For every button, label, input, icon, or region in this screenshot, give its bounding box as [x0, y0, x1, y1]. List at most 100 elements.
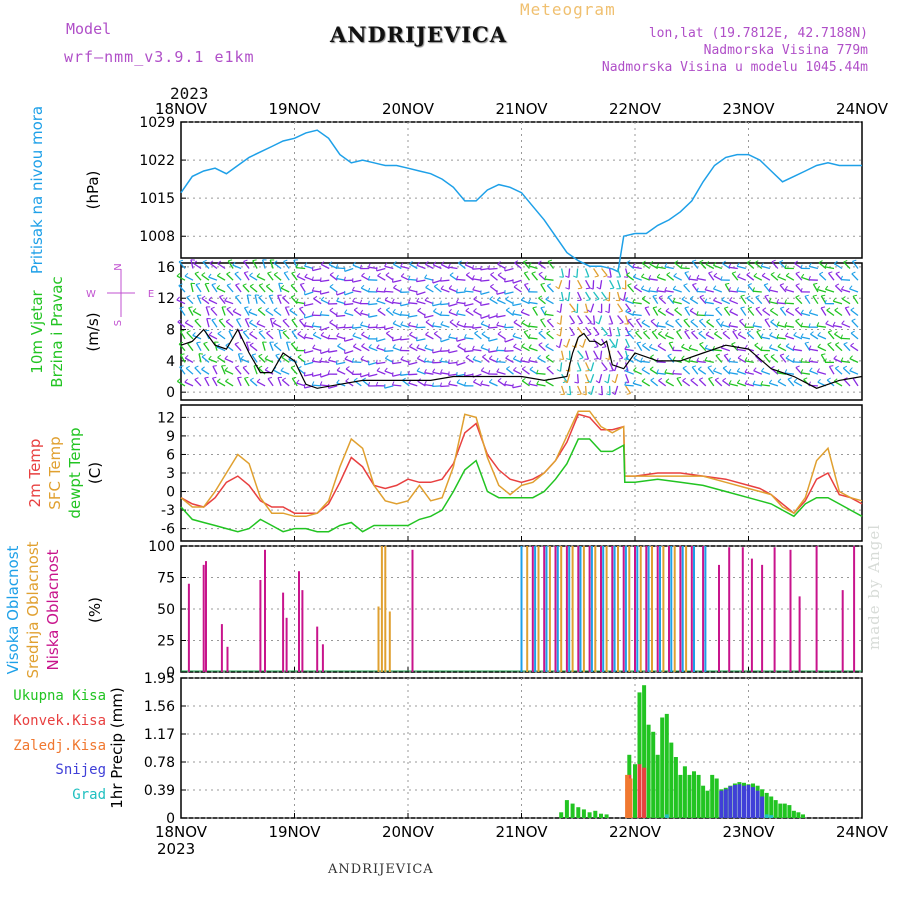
- wind-barb: [624, 373, 630, 383]
- wind-barb-feather: [375, 287, 379, 292]
- wind-barb-feather: [784, 285, 788, 290]
- wind-barb-feather: [691, 330, 696, 333]
- wind-barb-feather: [803, 377, 808, 380]
- wind-barb-feather: [409, 261, 413, 265]
- wind-barb-feather: [652, 306, 658, 309]
- total-precip-bar: [701, 785, 706, 818]
- wind-barb: [696, 360, 706, 364]
- wind-barb: [225, 380, 234, 387]
- frz-precip-bar: [628, 778, 633, 818]
- wind-barb: [288, 358, 298, 364]
- wind-barb-feather: [586, 299, 591, 301]
- wind-barb-feather: [769, 307, 774, 311]
- wind-barb: [472, 278, 482, 281]
- wind-barb: [385, 332, 394, 340]
- wind-barb: [840, 337, 851, 340]
- wind-barb: [344, 338, 354, 342]
- wind-barb-feather: [747, 306, 752, 309]
- y-tick-label: 50: [157, 602, 175, 618]
- wind-barb: [851, 273, 859, 281]
- wind-barb-feather: [777, 273, 781, 278]
- wind-barb: [737, 276, 747, 281]
- wind-barb: [384, 299, 394, 305]
- wind-title-2: Brzina i Pravac: [48, 276, 66, 387]
- wind-barb: [576, 374, 579, 384]
- wind-barb: [616, 279, 622, 290]
- wind-barb-feather: [219, 294, 224, 298]
- wind-barb-feather: [833, 260, 838, 265]
- wind-barb: [304, 350, 314, 354]
- wind-barb: [352, 326, 362, 329]
- wind-barb: [513, 358, 522, 363]
- wind-barb: [598, 374, 603, 384]
- wind-barb-feather: [464, 333, 467, 339]
- wind-barb-feather: [201, 295, 206, 299]
- wind-barb: [744, 360, 754, 364]
- wind-barb-feather: [211, 283, 216, 286]
- wind-barb: [393, 263, 402, 270]
- wind-barb-feather: [416, 261, 420, 266]
- wind-barb: [608, 268, 612, 278]
- wind-barb: [497, 333, 506, 340]
- wind-barb-feather: [433, 330, 438, 334]
- wind-barb: [440, 303, 450, 306]
- wind-barb-feather: [312, 344, 316, 349]
- wind-barb: [432, 385, 442, 388]
- wind-barb: [769, 334, 779, 340]
- wind-barb-feather: [440, 321, 444, 325]
- wind-barb-feather: [432, 261, 437, 266]
- wind-barb-feather: [768, 298, 772, 302]
- x-tick-label-bottom: 24NOV: [836, 823, 889, 841]
- total-precip-bar: [787, 805, 792, 818]
- wind-barb-feather: [640, 285, 645, 290]
- wind-barb: [825, 288, 835, 293]
- wind-barb-feather: [821, 353, 826, 356]
- wind-barb: [464, 373, 474, 377]
- wind-barb-feather: [464, 261, 469, 266]
- wind-barb-feather: [345, 366, 350, 370]
- wind-barb: [592, 315, 596, 325]
- wind-barb-feather: [472, 324, 474, 329]
- wind-barb: [818, 262, 827, 269]
- wind-barb-feather: [455, 275, 459, 280]
- wind-barb-feather: [416, 336, 418, 341]
- wind-barb-feather: [295, 298, 299, 303]
- wind-barb-feather: [496, 357, 499, 362]
- wind-barb-feather: [304, 262, 308, 267]
- snow-bar: [742, 785, 746, 818]
- wind-barb: [764, 295, 771, 305]
- wind-barb-feather: [611, 380, 616, 384]
- wind-barb: [385, 274, 394, 281]
- wind-barb: [281, 379, 290, 387]
- wind-barb: [567, 291, 571, 301]
- wind-barb-feather: [665, 320, 669, 324]
- wind-barb-feather: [760, 346, 763, 351]
- wind-barb: [432, 303, 442, 307]
- wind-barb-feather: [528, 262, 532, 267]
- wind-barb: [284, 307, 290, 316]
- wind-barb: [344, 303, 354, 306]
- wind-barb-feather: [497, 377, 502, 382]
- wind-barb-feather: [179, 341, 184, 345]
- wind-barb-feather: [725, 282, 730, 285]
- wind-barb: [234, 343, 242, 352]
- wind-barb: [617, 303, 624, 312]
- wind-barb: [329, 286, 338, 293]
- wind-barb: [576, 268, 579, 278]
- wind-barb-feather: [386, 330, 390, 334]
- wind-barb-feather: [800, 358, 803, 363]
- wind-barb: [178, 261, 186, 269]
- wind-barb: [817, 371, 827, 375]
- wind-barb-feather: [480, 265, 482, 270]
- wind-barb-feather: [563, 380, 568, 384]
- wind-barb-feather: [416, 344, 420, 349]
- wind-barb: [827, 272, 835, 281]
- wind-barb: [440, 338, 450, 343]
- wind-barb-feather: [528, 298, 531, 303]
- wind-barb-feather: [504, 323, 507, 328]
- y-tick-label: -3: [161, 503, 175, 519]
- wind-barb: [664, 266, 674, 270]
- wind-barb-feather: [784, 369, 788, 374]
- wind-barb-feather: [657, 307, 662, 311]
- y-tick-label: 0: [166, 485, 175, 501]
